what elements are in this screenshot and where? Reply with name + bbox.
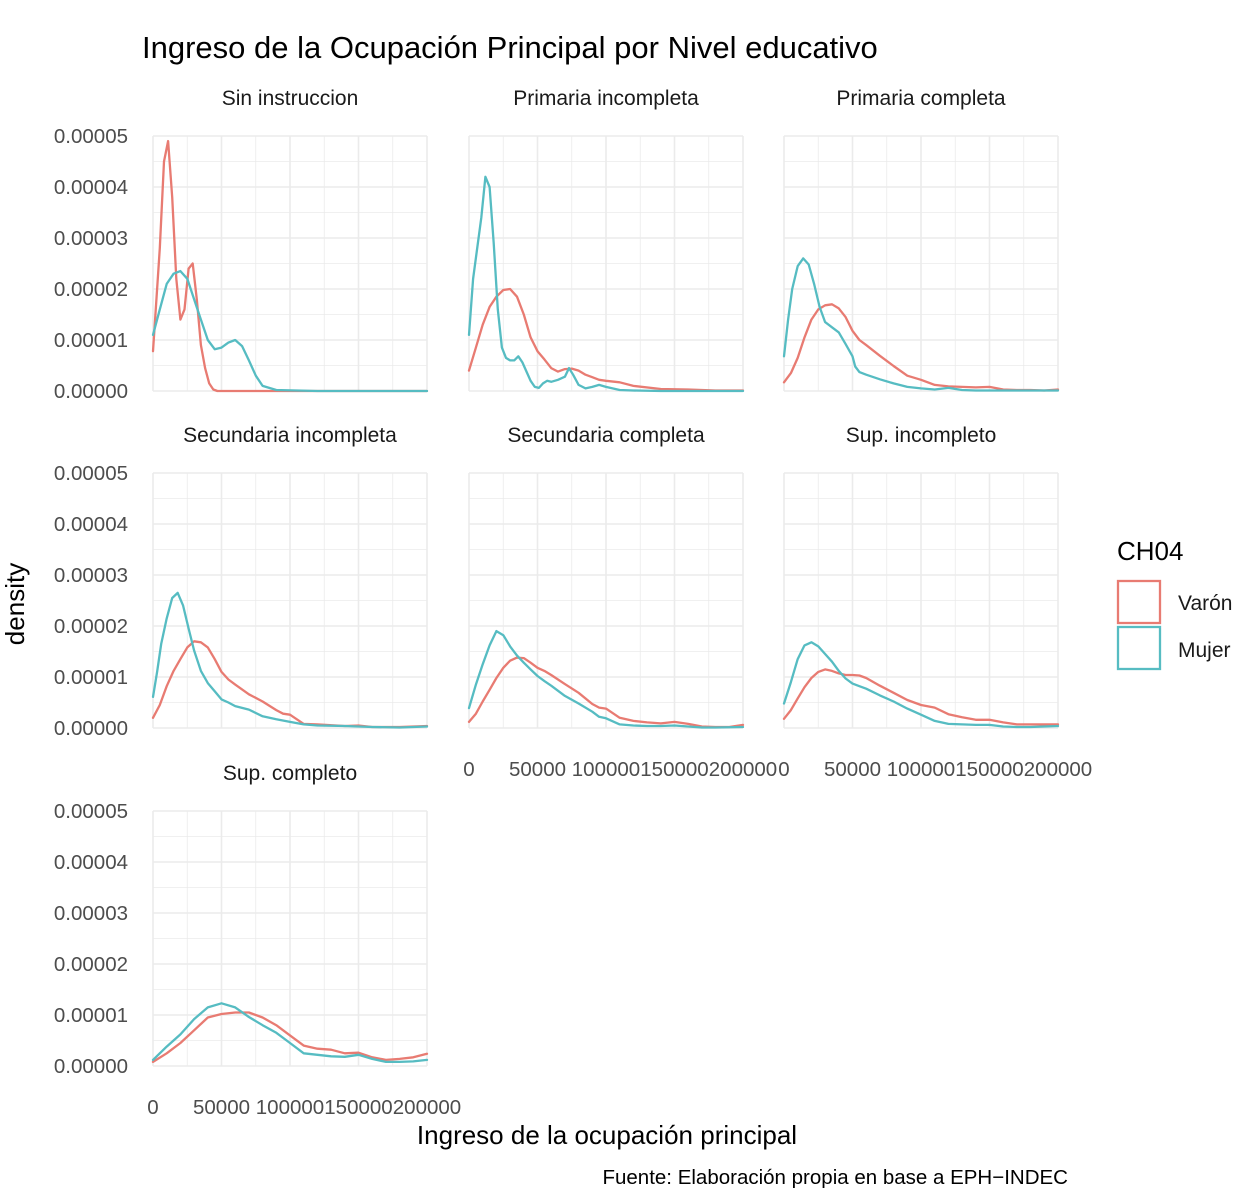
x-tick-label: 150000 bbox=[640, 758, 708, 781]
y-tick-label: 0.00002 bbox=[54, 278, 128, 301]
density-line-varon bbox=[467, 287, 745, 392]
legend: CH04 Varón Mujer bbox=[1116, 536, 1232, 671]
x-tick-label: 0 bbox=[778, 758, 789, 781]
facet-strip-label: Sup. incompleto bbox=[846, 424, 997, 447]
y-axis-title: density bbox=[0, 563, 30, 645]
y-tick-label: 0.00001 bbox=[54, 1004, 128, 1027]
y-tick-label: 0.00003 bbox=[54, 227, 128, 250]
facet-strip-label: Primaria completa bbox=[836, 87, 1006, 110]
x-tick-label: 50000 bbox=[193, 1096, 250, 1119]
x-tick-label: 50000 bbox=[509, 758, 566, 781]
facet-strip-label: Sin instruccion bbox=[222, 87, 359, 110]
y-tick-label: 0.00005 bbox=[54, 125, 128, 148]
x-axis-title: Ingreso de la ocupación principal bbox=[417, 1120, 797, 1150]
y-tick-label: 0.00005 bbox=[54, 800, 128, 823]
legend-key-varon bbox=[1116, 579, 1162, 625]
legend-key-mujer bbox=[1116, 625, 1162, 671]
x-tick-label: 200000 bbox=[393, 1096, 461, 1119]
y-tick-label: 0.00005 bbox=[54, 462, 128, 485]
x-tick-label: 150000 bbox=[324, 1096, 392, 1119]
facet-panel: Sup. incompleto bbox=[782, 424, 1060, 729]
density-line-mujer bbox=[782, 641, 1060, 729]
facet-strip-label: Sup. completo bbox=[223, 762, 357, 785]
y-tick-label: 0.00003 bbox=[54, 564, 128, 587]
x-tick-label: 150000 bbox=[955, 758, 1023, 781]
density-line-mujer bbox=[467, 629, 745, 729]
legend-label-mujer: Mujer bbox=[1178, 639, 1231, 662]
x-tick-label: 200000 bbox=[1024, 758, 1092, 781]
y-tick-label: 0.00002 bbox=[54, 615, 128, 638]
density-line-varon bbox=[782, 668, 1060, 726]
facet-panel: Secundaria incompleta bbox=[151, 424, 429, 729]
x-tick-label: 100000 bbox=[887, 758, 955, 781]
facet-panel: Primaria completa bbox=[782, 87, 1060, 392]
y-tick-label: 0.00001 bbox=[54, 329, 128, 352]
density-line-mujer bbox=[151, 269, 429, 393]
legend-label-varon: Varón bbox=[1178, 592, 1232, 615]
chart-caption: Fuente: Elaboración propia en base a EPH… bbox=[602, 1166, 1068, 1189]
density-line-varon bbox=[467, 656, 745, 729]
density-line-mujer bbox=[782, 257, 1060, 392]
facet-strip-label: Primaria incompleta bbox=[513, 87, 699, 110]
y-tick-label: 0.00004 bbox=[54, 513, 128, 536]
density-line-varon bbox=[782, 303, 1060, 392]
x-tick-label: 0 bbox=[147, 1096, 158, 1119]
x-tick-label: 0 bbox=[463, 758, 474, 781]
facet-strip-label: Secundaria completa bbox=[507, 424, 705, 447]
y-tick-label: 0.00004 bbox=[54, 851, 128, 874]
x-tick-label: 200000 bbox=[709, 758, 777, 781]
y-tick-label: 0.00002 bbox=[54, 953, 128, 976]
facet-panel: Sup. completo bbox=[151, 762, 429, 1067]
facet-panel: Sin instruccion bbox=[151, 87, 429, 393]
density-line-varon bbox=[151, 139, 429, 393]
density-line-mujer bbox=[151, 1002, 429, 1064]
facet-strip-label: Secundaria incompleta bbox=[183, 424, 397, 447]
y-tick-label: 0.00000 bbox=[54, 1055, 128, 1078]
facet-panel: Primaria incompleta bbox=[467, 87, 745, 393]
density-line-varon bbox=[151, 1011, 429, 1064]
density-line-mujer bbox=[151, 591, 429, 729]
y-tick-labels: 0.00000 0.00001 0.00002 0.00003 0.00004 0.000… bbox=[54, 125, 128, 1078]
y-tick-label: 0.00000 bbox=[54, 380, 128, 403]
y-tick-label: 0.00001 bbox=[54, 666, 128, 689]
chart-title: Ingreso de la Ocupación Principal por Ni… bbox=[142, 30, 878, 65]
x-tick-label: 100000 bbox=[572, 758, 640, 781]
facet-panel: Secundaria completa bbox=[467, 424, 745, 729]
y-tick-label: 0.00004 bbox=[54, 176, 128, 199]
x-tick-label: 50000 bbox=[824, 758, 881, 781]
y-tick-label: 0.00000 bbox=[54, 717, 128, 740]
legend-title: CH04 bbox=[1117, 536, 1183, 566]
density-line-mujer bbox=[467, 175, 745, 393]
y-tick-label: 0.00003 bbox=[54, 902, 128, 925]
x-tick-label: 100000 bbox=[256, 1096, 324, 1119]
facet-panels: Sin instruccion Primaria incompleta Primar… bbox=[151, 87, 1060, 1067]
